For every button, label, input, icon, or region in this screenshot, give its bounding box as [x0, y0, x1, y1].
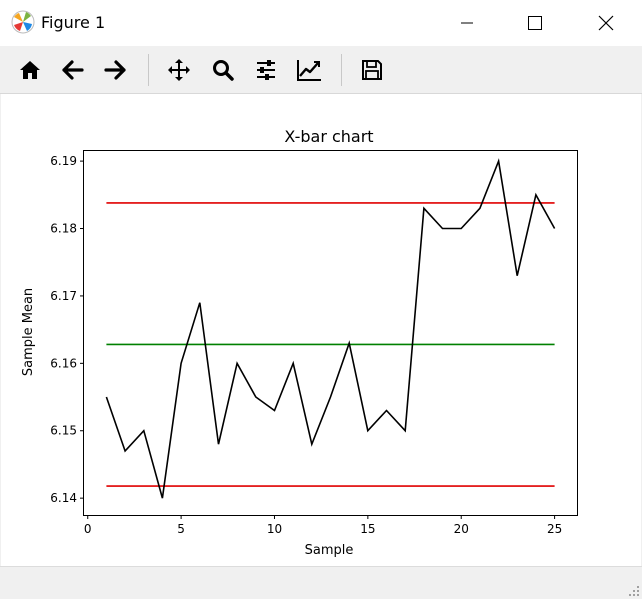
- x-axis-ticks: 0 5 10 15 20 25: [84, 515, 562, 536]
- back-button[interactable]: [58, 55, 88, 85]
- close-icon: [598, 15, 614, 31]
- y-tick-label: 6.18: [50, 222, 77, 236]
- x-tick-label: 15: [360, 522, 375, 536]
- control-limit-lines: [106, 202, 555, 487]
- forward-button[interactable]: [100, 55, 130, 85]
- toolbar-separator: [341, 54, 342, 86]
- line-chart-icon: [297, 60, 321, 81]
- navigation-toolbar: [0, 46, 642, 94]
- y-tick-label: 6.16: [50, 356, 77, 370]
- matplotlib-logo-icon: [11, 10, 35, 34]
- y-axis-ticks: 6.14 6.15 6.16 6.17 6.18 6.19: [50, 154, 84, 505]
- sliders-icon: [257, 60, 275, 80]
- home-button[interactable]: [15, 55, 45, 85]
- zoom-button[interactable]: [208, 55, 238, 85]
- x-tick-label: 5: [177, 522, 185, 536]
- edit-axis-button[interactable]: [294, 55, 324, 85]
- x-tick-label: 20: [454, 522, 469, 536]
- x-tick-label: 0: [84, 522, 92, 536]
- y-axis-label: Sample Mean: [21, 288, 36, 376]
- status-bar: [0, 566, 642, 599]
- x-tick-label: 10: [267, 522, 282, 536]
- x-tick-label: 25: [547, 522, 562, 536]
- resize-grip-icon[interactable]: [628, 585, 640, 597]
- floppy-disk-icon: [362, 60, 382, 80]
- configure-subplots-button[interactable]: [251, 55, 281, 85]
- window-title: Figure 1: [41, 13, 106, 32]
- save-button[interactable]: [357, 55, 387, 85]
- x-axis-label: Sample: [305, 543, 354, 558]
- y-tick-label: 6.15: [50, 424, 77, 438]
- minimize-button[interactable]: [444, 0, 490, 46]
- toolbar-separator: [148, 54, 149, 86]
- close-button[interactable]: [583, 0, 629, 46]
- maximize-button[interactable]: [512, 0, 558, 46]
- arrow-left-icon: [62, 60, 84, 80]
- home-icon: [20, 61, 40, 79]
- chart-title: X-bar chart: [284, 127, 373, 146]
- arrow-right-icon: [104, 60, 126, 80]
- title-bar: Figure 1: [0, 0, 642, 46]
- y-tick-label: 6.19: [50, 154, 77, 168]
- y-tick-label: 6.17: [50, 289, 77, 303]
- plot-frame: [83, 150, 578, 516]
- magnifier-icon: [213, 60, 234, 81]
- y-tick-label: 6.14: [50, 491, 77, 505]
- maximize-icon: [528, 16, 542, 30]
- series-line-0: [105, 158, 556, 499]
- data-series: [105, 158, 556, 499]
- figure-canvas[interactable]: X-bar chart Sample Sample Mean 0 5 10 15 20 2…: [1, 94, 641, 566]
- minimize-icon: [461, 22, 473, 24]
- xbar-chart: X-bar chart Sample Sample Mean 0 5 10 15 20 2…: [21, 127, 578, 558]
- pan-button[interactable]: [164, 55, 194, 85]
- move-icon: [168, 59, 190, 81]
